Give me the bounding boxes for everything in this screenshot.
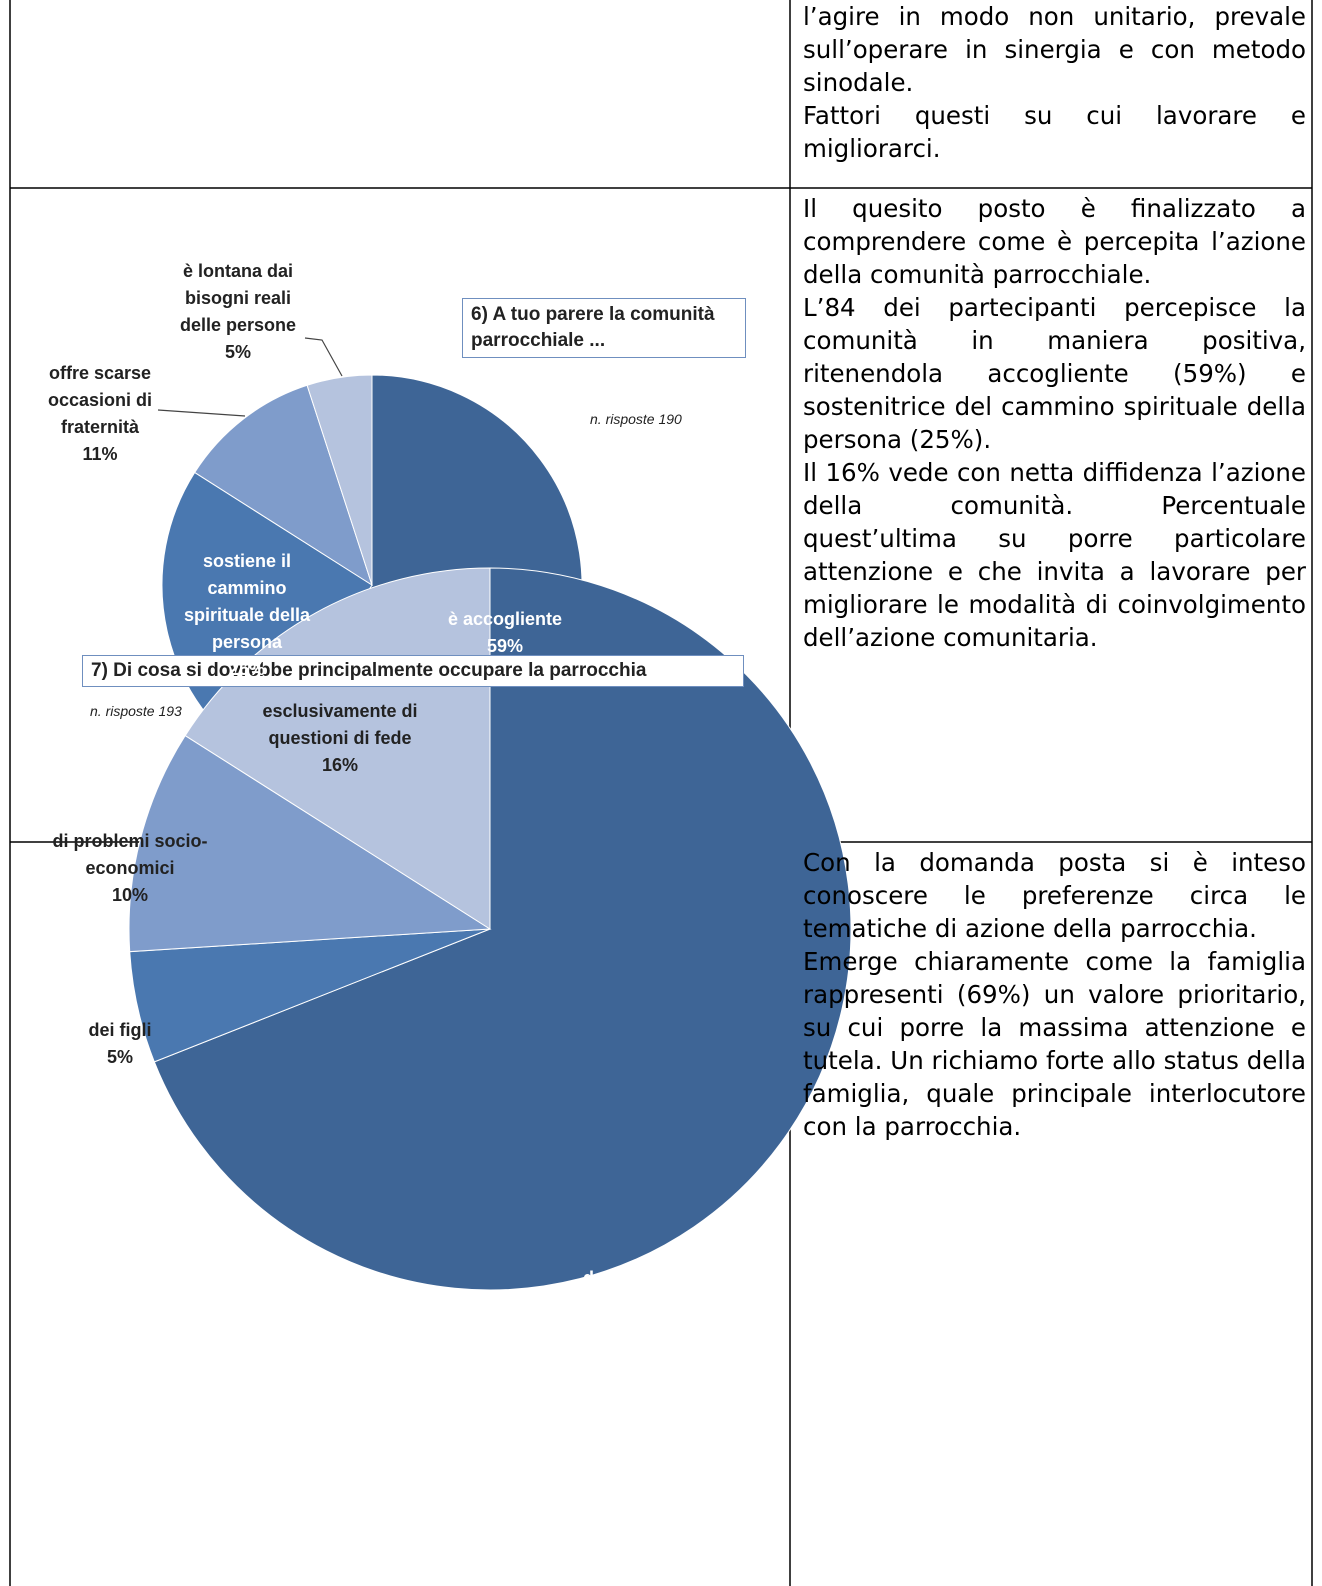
category-label: delle famiglie: [582, 1268, 698, 1288]
paragraph: Con la domanda posta si è inteso conosce…: [803, 848, 1306, 943]
value-label: 59%: [486, 636, 524, 656]
chart-note: n. risposte 193: [90, 703, 182, 719]
category-label: è lontana dai bisogni reali delle person…: [179, 261, 297, 335]
chart-title: 7) Di cosa si dovrebbe principalmente oc…: [82, 655, 744, 687]
slice-label: sostiene il cammino spirituale della per…: [167, 548, 327, 683]
slice-label: è accogliente 59%: [425, 606, 585, 660]
value-label: 16%: [321, 755, 359, 775]
paragraph: Fattori questi su cui lavorare e miglior…: [803, 101, 1306, 163]
value-label: 10%: [111, 885, 149, 905]
cell-text: Il quesito posto è finalizzato a compren…: [803, 192, 1306, 654]
slice-label: di problemi socio-economici 10%: [25, 828, 235, 909]
paragraph: Il quesito posto è finalizzato a compren…: [803, 194, 1306, 289]
slice-label: offre scarse occasioni di fraternità 11%: [30, 360, 170, 468]
slice-label: dei figli 5%: [60, 1017, 180, 1071]
value-label: 25%: [228, 659, 266, 679]
value-label: 5%: [224, 342, 251, 362]
pie-slice: [306, 374, 373, 586]
category-label: di problemi socio-economici: [52, 831, 208, 878]
value-label: 5%: [106, 1047, 133, 1067]
paragraph: L’84 dei partecipanti percepisce la comu…: [803, 293, 1306, 454]
pie-slice: [153, 567, 852, 1291]
paragraph: Emerge chiaramente come la famiglia rapp…: [803, 947, 1306, 1141]
chart-title: 6) A tuo parere la comunità parrocchiale…: [462, 298, 746, 358]
leader-line: [304, 337, 343, 377]
slice-label: è lontana dai bisogni reali delle person…: [163, 258, 313, 366]
category-label: esclusivamente di questioni di fede: [262, 701, 418, 748]
paragraph: l’agire in modo non unitario, prevale su…: [803, 2, 1306, 97]
category-label: offre scarse occasioni di fraternità: [47, 363, 153, 437]
category-label: è accogliente: [447, 609, 563, 629]
paragraph: Il 16% vede con netta diffidenza l’azion…: [803, 458, 1306, 652]
slice-label: esclusivamente di questioni di fede 16%: [220, 698, 460, 779]
category-label: sostiene il cammino spirituale della per…: [183, 551, 311, 652]
cell-text: Con la domanda posta si è inteso conosce…: [803, 846, 1306, 1143]
value-label: 69%: [621, 1295, 659, 1315]
pie-slice: [128, 734, 492, 953]
category-label: dei figli: [88, 1020, 152, 1040]
slice-label: delle famiglie 69%: [540, 1265, 740, 1319]
cell-text: l’agire in modo non unitario, prevale su…: [803, 0, 1306, 165]
value-label: 11%: [82, 444, 118, 464]
pie-slice: [194, 384, 373, 587]
leader-line: [157, 409, 246, 417]
chart-note: n. risposte 190: [590, 411, 682, 427]
